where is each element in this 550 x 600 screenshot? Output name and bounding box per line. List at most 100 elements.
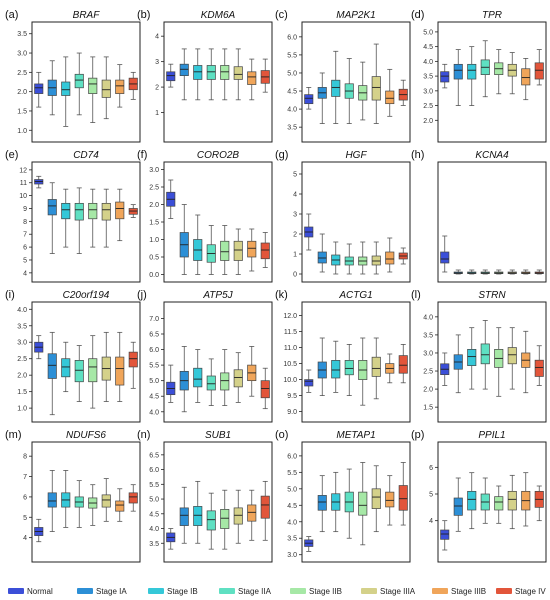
panel-title: C20orf194 [63, 290, 110, 301]
y-tick-label: 3.5 [423, 74, 433, 81]
y-tick-label: 9.5 [287, 393, 297, 400]
y-tick-label: 3.5 [287, 536, 297, 543]
panel-label: (a) [5, 9, 18, 21]
box-body [74, 202, 84, 221]
panel-k: (k) ACTG1 9.0 9.5 10.0 10.5 11.0 11.5 12.0 [275, 289, 411, 423]
box-stage-iia [344, 58, 354, 124]
panel-label: (o) [275, 429, 288, 441]
y-tick-label: 4.0 [423, 59, 433, 66]
y-tick-label: 8 [23, 454, 27, 461]
box-normal [440, 352, 450, 386]
box-stage-ib [331, 241, 341, 275]
box-stage-ia [47, 331, 57, 416]
box-body [101, 494, 111, 508]
box-stage-iib [220, 349, 230, 406]
y-tick-label: 2 [155, 85, 159, 92]
box-stage-iv [260, 480, 270, 541]
box-body [371, 488, 381, 509]
legend-swatch [496, 588, 512, 594]
y-tick-label: 2 [293, 232, 297, 239]
box-body [398, 485, 408, 511]
legend-label: Stage IIIB [451, 587, 486, 596]
y-tick-label: 10.0 [283, 377, 297, 384]
box-stage-iiib [247, 489, 257, 541]
panel-label: (m) [5, 429, 22, 441]
y-tick-label: 3.0 [423, 350, 433, 357]
y-tick-label: 6.5 [149, 332, 159, 339]
box-stage-ia [317, 475, 327, 533]
panel-label: (l) [411, 289, 421, 301]
box-body [101, 202, 111, 221]
box-stage-iib [494, 269, 504, 275]
box-body [507, 490, 517, 511]
y-tick-label: 10.5 [283, 361, 297, 368]
panel-title: TPR [482, 10, 502, 21]
box-body [331, 79, 341, 97]
legend-swatch [432, 588, 448, 594]
y-tick-label: 10 [19, 193, 27, 200]
y-tick-label: 4 [155, 34, 159, 41]
legend-item-stage-iib: Stage IIB [290, 587, 342, 596]
y-tick-label: 1 [155, 110, 159, 117]
y-tick-label: 4.0 [423, 314, 433, 321]
box-stage-ia [453, 477, 463, 532]
y-tick-label: 3.5 [17, 31, 27, 38]
box-body [115, 79, 125, 94]
box-normal [166, 364, 176, 403]
y-tick-label: 3 [155, 59, 159, 66]
box-stage-ib [467, 327, 477, 390]
y-tick-label: 6.0 [149, 467, 159, 474]
panel-o: (o) METAP1 3.0 3.5 4.0 4.5 5.0 5.5 6.0 [275, 429, 411, 563]
box-stage-iiia [371, 43, 381, 124]
legend-item-stage-iv: Stage IV [496, 587, 546, 596]
y-tick-label: 6.0 [287, 453, 297, 460]
box-body [220, 240, 230, 261]
box-stage-iiib [385, 353, 395, 384]
y-tick-label: 11.5 [284, 329, 297, 336]
box-stage-iv [534, 345, 544, 386]
box-body [385, 251, 395, 265]
y-tick-label: 3.5 [287, 125, 297, 132]
box-body [247, 71, 257, 85]
box-stage-iib [494, 485, 504, 524]
box-body [88, 358, 98, 383]
y-tick-label: 4.0 [287, 519, 297, 526]
box-normal [34, 175, 44, 189]
legend-swatch [8, 588, 24, 594]
y-tick-label: 7 [23, 232, 27, 239]
legend-label: Normal [27, 587, 53, 596]
box-stage-iiib [115, 64, 125, 108]
box-stage-iv [128, 484, 138, 512]
plot-frame [163, 301, 273, 423]
plot-frame [163, 441, 273, 563]
y-tick-label: 5.5 [287, 470, 297, 477]
box-normal [34, 518, 44, 543]
box-stage-iiia [507, 52, 517, 95]
box-stage-ia [179, 48, 189, 101]
box-body [317, 495, 327, 511]
panel-title: PPIL1 [478, 430, 505, 441]
y-tick-label: 1.0 [149, 237, 159, 244]
panel-label: (c) [275, 9, 288, 21]
box-stage-iib [358, 61, 368, 121]
y-tick-label: 3.0 [287, 552, 297, 559]
box-body [206, 510, 216, 531]
legend-item-stage-ib: Stage IB [148, 587, 198, 596]
box-normal [440, 235, 450, 273]
box-body [88, 202, 98, 220]
box-normal [304, 87, 314, 110]
box-stage-iiia [371, 337, 381, 400]
box-normal [304, 536, 314, 552]
y-tick-label: 2.5 [423, 103, 433, 110]
box-stage-iib [88, 335, 98, 409]
panel-label: (k) [275, 289, 288, 301]
panel-label: (d) [411, 9, 424, 21]
box-body [179, 63, 189, 76]
legend-swatch [290, 588, 306, 594]
box-normal [440, 520, 450, 551]
box-body [467, 490, 477, 511]
box-body [34, 83, 44, 94]
box-body [494, 496, 504, 511]
